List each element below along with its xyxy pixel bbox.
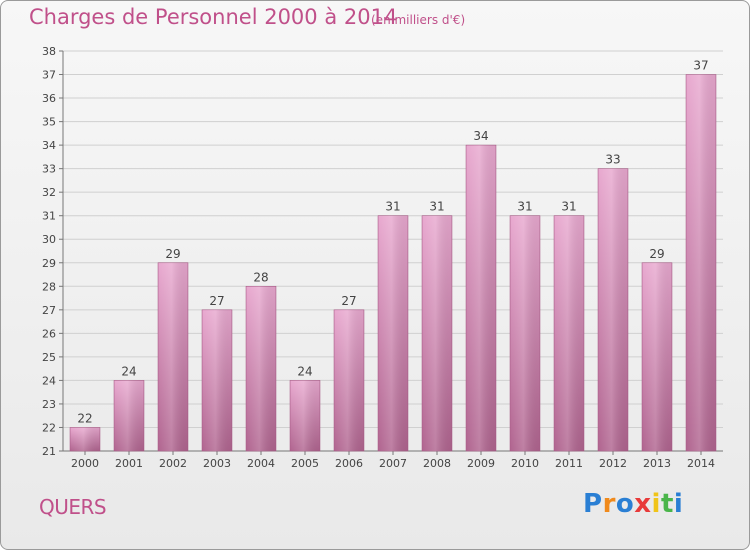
bar-value-label: 27 [209,294,224,308]
logo-letter: x [634,489,652,519]
bar-sheen [334,309,364,451]
bar-sheen [598,168,628,451]
y-tick-label: 27 [42,304,56,317]
logo-letter: P [583,489,603,519]
bar-value-label: 29 [649,247,664,261]
bar-sheen [642,262,672,451]
bar-value-label: 29 [165,247,180,261]
x-tick-label: 2004 [247,457,275,470]
bar-sheen [246,286,276,451]
logo-letter: o [615,489,635,519]
bar-value-label: 28 [253,270,268,284]
x-tick-label: 2003 [203,457,231,470]
x-tick-label: 2013 [643,457,671,470]
x-tick-label: 2009 [467,457,495,470]
x-tick-label: 2010 [511,457,539,470]
bar-sheen [70,427,100,451]
logo-letter: i [673,489,684,519]
y-tick-label: 33 [42,163,56,176]
bar-sheen [202,309,232,451]
y-tick-label: 37 [42,69,56,82]
x-tick-label: 2005 [291,457,319,470]
y-tick-label: 29 [42,257,56,270]
logo-letter: i [651,489,661,519]
proxiti-logo[interactable]: Proxiti [583,489,683,519]
x-tick-label: 2008 [423,457,451,470]
bar-sheen [686,74,716,451]
bar-value-label: 22 [77,411,92,425]
y-tick-label: 24 [42,374,56,387]
bar-sheen [114,380,144,451]
bar-value-label: 37 [693,59,708,73]
bar-sheen [510,215,540,451]
y-tick-label: 28 [42,280,56,293]
x-tick-label: 2001 [115,457,143,470]
x-tick-label: 2007 [379,457,407,470]
bars [69,74,717,452]
x-tick-label: 2000 [71,457,99,470]
bar-value-label: 31 [429,200,444,214]
bar-sheen [158,262,188,451]
bar-value-label: 31 [385,200,400,214]
bar-sheen [422,215,452,451]
commune-name: QUERS [39,495,107,519]
y-tick-label: 21 [42,445,56,458]
bar-sheen [554,215,584,451]
y-tick-label: 32 [42,186,56,199]
x-tick-label: 2012 [599,457,627,470]
bar-value-label: 33 [605,153,620,167]
bar-sheen [290,380,320,451]
logo-letter: t [660,489,674,519]
x-tick-label: 2002 [159,457,187,470]
y-tick-label: 38 [42,45,56,58]
chart-subtitle: (en milliers d'€) [371,13,466,27]
chart-title: Charges de Personnel 2000 à 2014 [29,5,398,29]
y-tick-label: 31 [42,210,56,223]
y-tick-label: 35 [42,116,56,129]
bar-value-label: 24 [121,364,136,378]
bar-value-label: 31 [561,200,576,214]
bar-value-label: 34 [473,129,488,143]
y-tick-label: 36 [42,92,56,105]
y-tick-label: 23 [42,398,56,411]
x-tick-label: 2014 [687,457,715,470]
value-labels: 22 24 29 27 28 24 27 31 31 34 31 31 33 29 37 [77,59,708,426]
logo-letter: r [602,489,616,519]
bar-value-label: 31 [517,200,532,214]
y-tick-label: 25 [42,351,56,364]
bar-sheen [378,215,408,451]
bar-sheen [466,145,496,451]
y-tick-label: 22 [42,421,56,434]
y-tick-label: 34 [42,139,56,152]
bar-value-label: 24 [297,364,312,378]
bar-value-label: 27 [341,294,356,308]
y-tick-label: 30 [42,233,56,246]
x-tick-label: 2011 [555,457,583,470]
y-tick-label: 26 [42,327,56,340]
x-tick-label: 2006 [335,457,363,470]
